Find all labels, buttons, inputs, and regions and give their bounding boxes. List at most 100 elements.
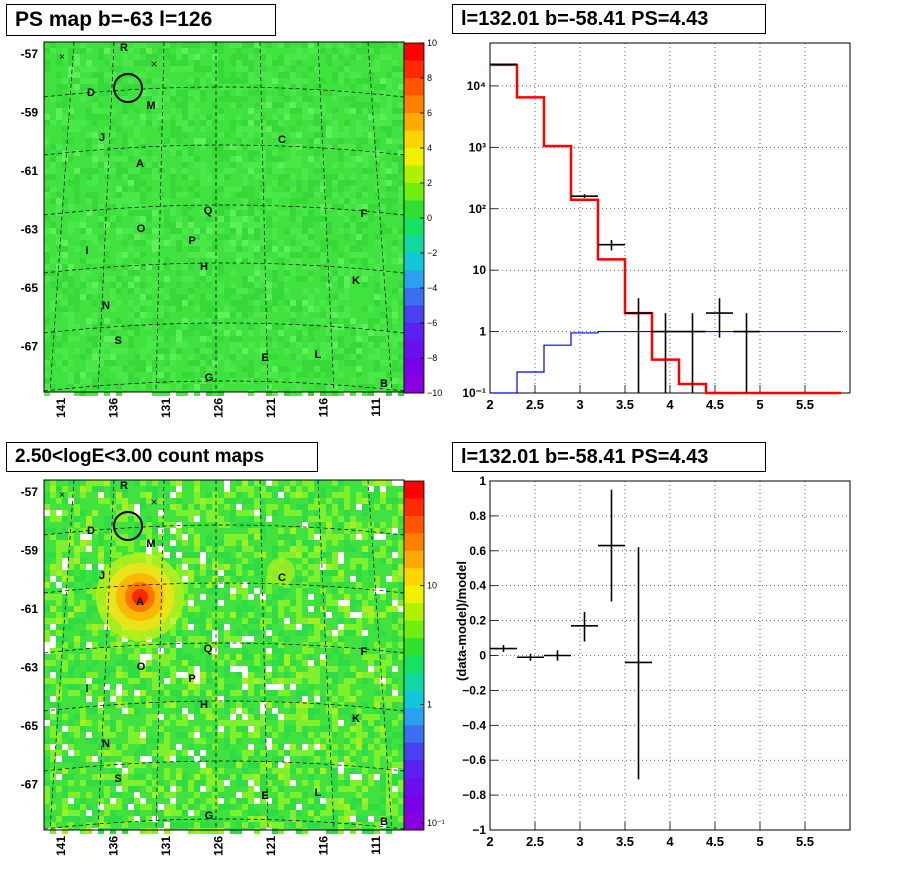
skymap-pixel: [332, 636, 338, 642]
skymap-pixel: [398, 168, 404, 174]
skymap-pixel: [140, 60, 146, 66]
skymap-pixel: [194, 684, 200, 690]
skymap-pixel: [296, 654, 302, 660]
skymap-pixel: [152, 114, 158, 120]
skymap-pixel: [110, 792, 116, 798]
skymap-pixel: [254, 252, 260, 258]
skymap-pixel: [236, 132, 242, 138]
skymap-pixel: [278, 822, 284, 828]
skymap-pixel: [218, 732, 224, 738]
skymap-pixel: [44, 642, 50, 648]
skymap-pixel: [56, 54, 62, 60]
skymap-pixel: [236, 774, 242, 780]
skymap-pixel: [194, 42, 200, 48]
skymap-pixel: [86, 264, 92, 270]
skymap-pixel: [122, 96, 128, 102]
skymap-pixel: [164, 690, 170, 696]
skymap-pixel: [242, 696, 248, 702]
skymap-pixel: [314, 690, 320, 696]
skymap-pixel: [182, 672, 188, 678]
skymap-pixel: [80, 654, 86, 660]
skymap-pixel: [284, 732, 290, 738]
source-label-o: O: [137, 661, 146, 673]
skymap-pixel: [86, 816, 92, 822]
skymap-pixel: [50, 144, 56, 150]
skymap-pixel: [152, 780, 158, 786]
skymap-pixel: [260, 120, 266, 126]
skymap-pixel: [44, 684, 50, 690]
skymap-pixel: [392, 138, 398, 144]
skymap-pixel: [248, 78, 254, 84]
skymap-pixel: [392, 72, 398, 78]
skymap-pixel: [254, 798, 260, 804]
skymap-pixel: [290, 372, 296, 378]
skymap-pixel: [290, 306, 296, 312]
skymap-pixel: [350, 162, 356, 168]
skymap-pixel: [110, 816, 116, 822]
skymap-pixel: [236, 582, 242, 588]
skymap-pixel: [332, 312, 338, 318]
skymap-pixel: [152, 192, 158, 198]
longitude-tick-label: 131: [159, 836, 173, 856]
skymap-pixel: [206, 510, 212, 516]
skymap-pixel: [176, 114, 182, 120]
skymap-pixel: [350, 768, 356, 774]
skymap-pixel: [392, 114, 398, 120]
skymap-pixel: [380, 816, 386, 822]
skymap-pixel: [254, 618, 260, 624]
skymap-pixel: [194, 558, 200, 564]
skymap-pixel: [242, 186, 248, 192]
skymap-pixel: [206, 666, 212, 672]
skymap-pixel: [350, 360, 356, 366]
skymap-pixel: [248, 366, 254, 372]
y-tick-label: 0.4: [469, 579, 486, 593]
skymap-pixel: [68, 360, 74, 366]
skymap-pixel: [374, 342, 380, 348]
skymap-pixel: [176, 336, 182, 342]
x-tick-label: 4: [666, 397, 674, 412]
skymap-pixel: [176, 678, 182, 684]
skymap-pixel: [134, 480, 140, 486]
skymap-pixel: [320, 258, 326, 264]
skymap-pixel: [98, 84, 104, 90]
skymap-pixel: [134, 276, 140, 282]
skymap-pixel: [200, 594, 206, 600]
skymap-pixel: [320, 186, 326, 192]
skymap-pixel: [284, 366, 290, 372]
skymap-pixel: [374, 48, 380, 54]
skymap-pixel: [200, 618, 206, 624]
skymap-pixel: [260, 204, 266, 210]
skymap-pixel: [134, 816, 140, 822]
skymap-pixel: [146, 804, 152, 810]
skymap-pixel: [350, 348, 356, 354]
skymap-pixel: [380, 294, 386, 300]
skymap-pixel: [92, 282, 98, 288]
skymap-pixel: [182, 42, 188, 48]
skymap-pixel: [368, 108, 374, 114]
skymap-pixel: [152, 390, 158, 396]
skymap-pixel: [380, 546, 386, 552]
skymap-pixel: [266, 324, 272, 330]
skymap-pixel: [98, 750, 104, 756]
skymap-pixel: [98, 804, 104, 810]
skymap-pixel: [254, 228, 260, 234]
longitude-tick-label: 141: [54, 398, 68, 418]
skymap-pixel: [326, 522, 332, 528]
skymap-pixel: [326, 180, 332, 186]
skymap-pixel: [98, 132, 104, 138]
skymap-pixel: [368, 72, 374, 78]
skymap-pixel: [314, 348, 320, 354]
skymap-pixel: [398, 816, 404, 822]
skymap-pixel: [332, 330, 338, 336]
skymap-pixel: [140, 264, 146, 270]
skymap-pixel: [212, 318, 218, 324]
skymap-pixel: [248, 330, 254, 336]
skymap-pixel: [68, 564, 74, 570]
skymap-pixel: [176, 138, 182, 144]
skymap-pixel: [236, 570, 242, 576]
skymap-pixel: [206, 330, 212, 336]
skymap-pixel: [230, 738, 236, 744]
skymap-pixel: [110, 480, 116, 486]
skymap-pixel: [92, 390, 98, 396]
skymap-pixel: [374, 264, 380, 270]
